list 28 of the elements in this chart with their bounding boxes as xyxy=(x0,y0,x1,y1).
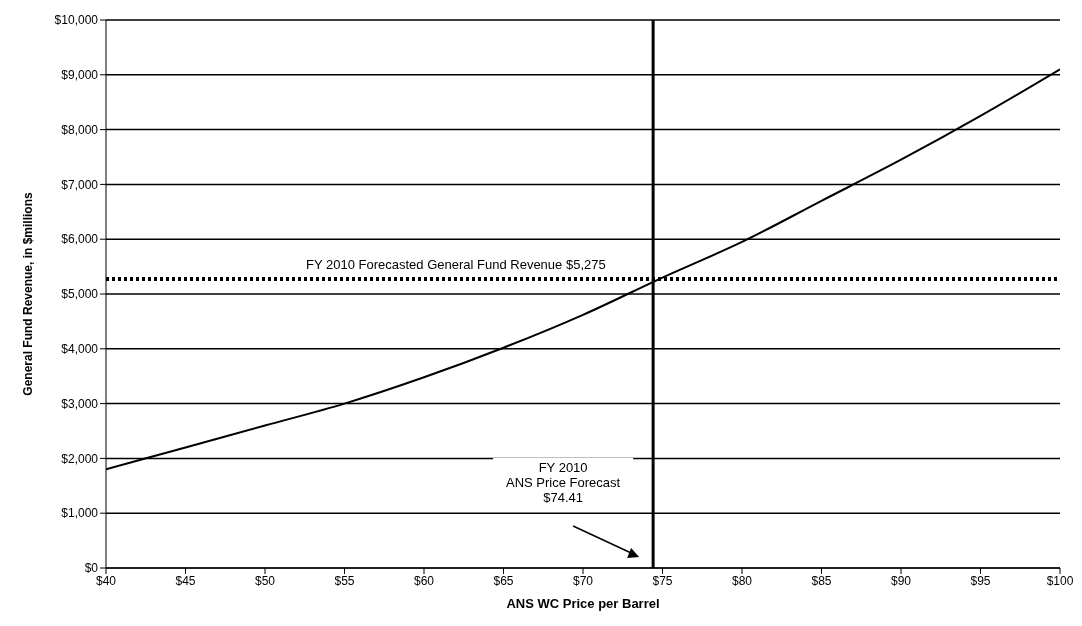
x-tick-label: $45 xyxy=(175,573,196,588)
x-tick-label: $40 xyxy=(95,573,117,588)
x-tick-label: $65 xyxy=(493,573,514,588)
x-tick-label: $85 xyxy=(811,573,832,588)
y-tick-label: $4,000 xyxy=(61,342,99,357)
y-tick-label: $2,000 xyxy=(61,451,99,466)
ref-line-label: FY 2010 ANS Price Forecast $74.41 xyxy=(506,460,621,505)
y-axis-title: General Fund Revenue, in $millions xyxy=(21,191,36,396)
y-tick-label: $3,000 xyxy=(61,396,99,411)
y-tick-label: $7,000 xyxy=(61,177,99,192)
x-tick-label: $50 xyxy=(254,573,276,588)
x-tick-label: $60 xyxy=(413,573,435,588)
y-tick-label: $8,000 xyxy=(61,122,99,137)
y-tick-label: $6,000 xyxy=(61,232,99,247)
x-tick-label: $90 xyxy=(890,573,912,588)
x-tick-label: $55 xyxy=(334,573,355,588)
x-tick-label: $100 xyxy=(1046,573,1074,588)
y-tick-label: $5,000 xyxy=(61,287,99,302)
x-tick-label: $75 xyxy=(652,573,673,588)
y-tick-label: $9,000 xyxy=(61,68,99,83)
y-tick-label: $1,000 xyxy=(61,506,99,521)
ref-line-label: FY 2010 Forecasted General Fund Revenue $5,275 xyxy=(306,256,606,272)
y-tick-label: $0 xyxy=(84,561,99,576)
x-tick-label: $95 xyxy=(970,573,991,588)
x-axis-title: ANS WC Price per Barrel xyxy=(506,596,660,611)
x-tick-label: $70 xyxy=(572,573,594,588)
y-tick-label: $10,000 xyxy=(54,13,99,28)
x-tick-label: $80 xyxy=(731,573,753,588)
